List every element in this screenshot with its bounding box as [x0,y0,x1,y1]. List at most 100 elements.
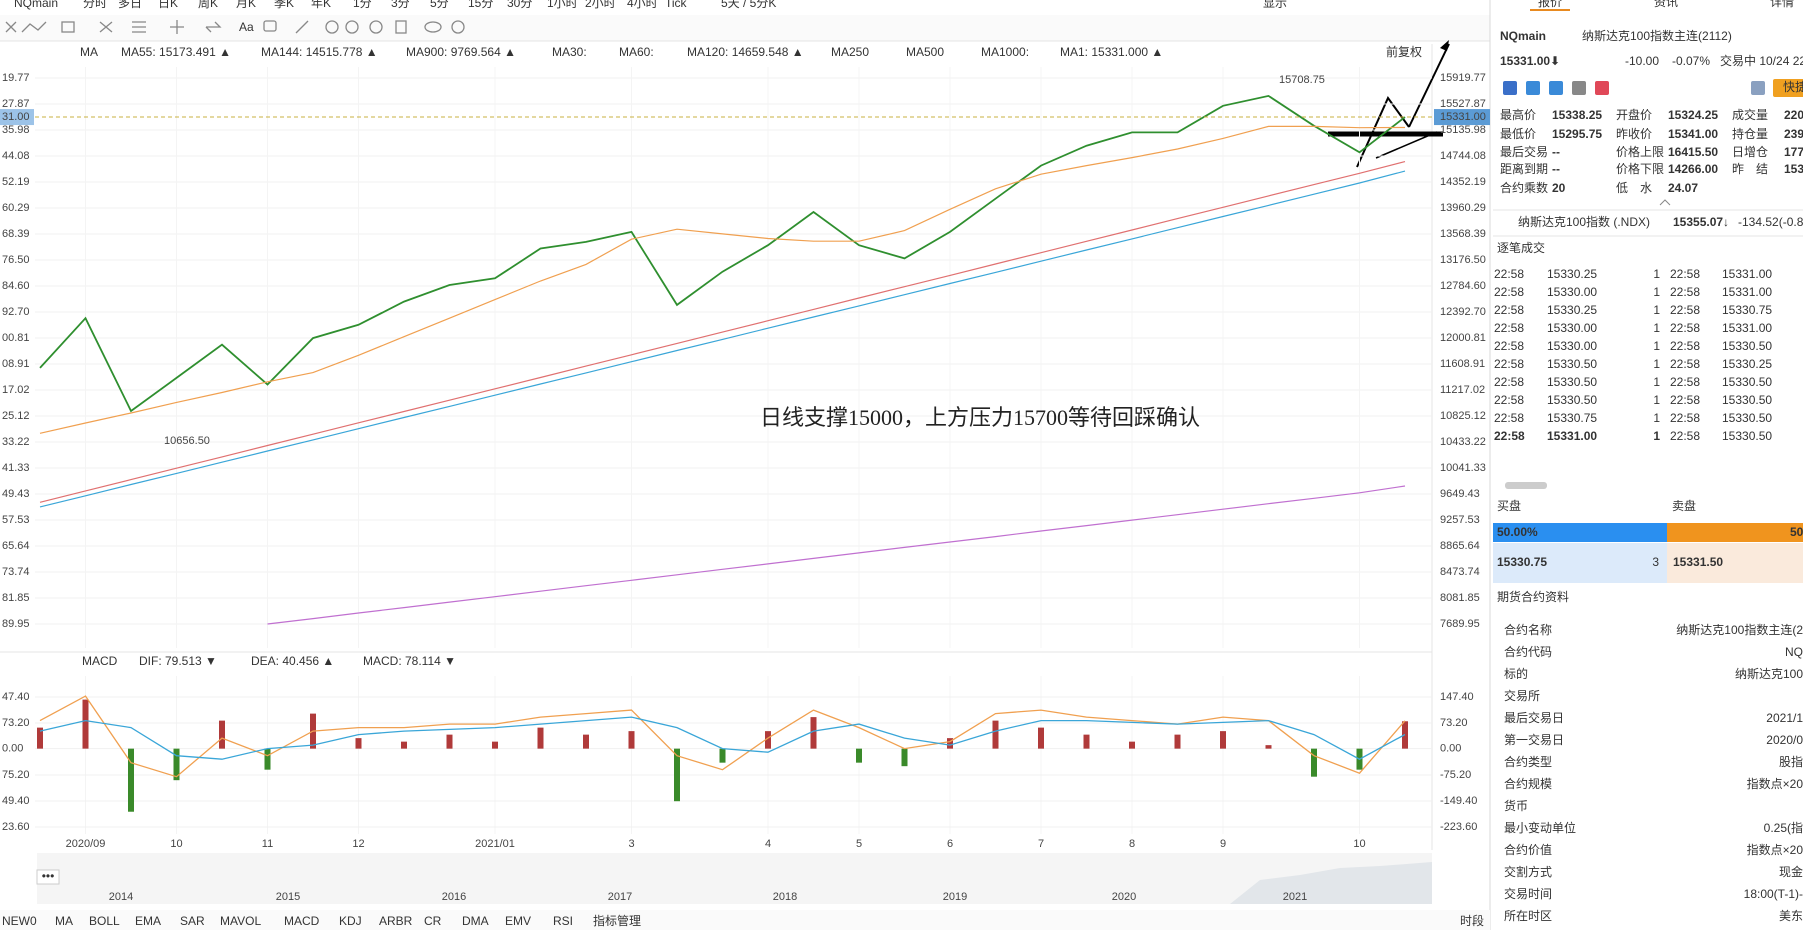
period-tab[interactable]: 多日 [118,0,142,10]
trade-price: 15330.00 [1547,339,1597,353]
navigator-year: 2016 [442,891,466,903]
tool-icon[interactable] [5,21,17,33]
y-tick-label-left: 47.40 [2,691,30,703]
period-tab[interactable]: 1分 [353,0,372,10]
navigator-year: 2015 [276,891,300,903]
quote-icon[interactable] [1549,81,1563,95]
period-tab[interactable]: 周K [198,0,218,10]
period-tab[interactable]: 月K [236,0,256,10]
indicator-tab[interactable]: MACD [284,914,320,928]
indicator-tab[interactable]: EMV [505,914,531,928]
indicator-tab[interactable]: RSI [553,914,573,928]
ma-legend[interactable]: MA500 [906,45,944,59]
y-tick-label: 7689.95 [1440,618,1480,630]
panel-tab[interactable]: 资讯 [1654,0,1678,9]
quote-icon[interactable] [1503,81,1517,95]
last-price-label: 15331.00 [1440,111,1486,123]
period-tab[interactable]: 3分 [391,0,410,10]
period-tab[interactable]: 5天 / 5分K [721,0,776,10]
ma-legend[interactable]: MA144: 14515.778 ▲ [261,45,378,59]
indicator-tab[interactable]: 指标管理 [593,913,641,928]
indicator-tab[interactable]: DMA [462,914,489,928]
tool-icon[interactable] [132,21,146,33]
ma-legend[interactable]: MA1: 15331.000 ▲ [1060,45,1163,59]
tool-icon[interactable] [369,20,383,34]
indicator-tab[interactable]: SAR [180,914,205,928]
tool-icon[interactable] [99,21,113,33]
macd-legend[interactable]: DEA: 40.456 ▲ [251,654,334,668]
period-tab[interactable]: 5分 [430,0,449,10]
quick-label[interactable]: 快捷 [1783,80,1803,94]
scrollbar[interactable] [1505,482,1547,489]
tool-icon[interactable] [424,21,442,33]
indicator-tab[interactable]: CR [424,914,442,928]
period-tab[interactable]: Tick [665,0,688,10]
ma-legend[interactable]: MA60: [619,45,654,59]
navigator[interactable] [37,853,1432,904]
macd-legend[interactable]: MACD: 78.114 ▼ [363,654,456,668]
font-tool[interactable]: Aa [239,20,254,34]
period-tab[interactable]: 15分 [468,0,493,10]
alert-icon[interactable] [1751,81,1765,95]
indicator-tab[interactable]: MA [55,914,73,928]
period-tab[interactable]: 30分 [507,0,532,10]
display-menu[interactable]: 显示 [1263,0,1287,10]
quote-icon[interactable] [1526,81,1540,95]
ma-legend[interactable]: MA250 [831,45,869,59]
ma-legend[interactable]: MA1000: [981,45,1029,59]
indicator-tab[interactable]: NEW0 [2,914,37,928]
navigator-more[interactable] [36,869,60,885]
tool-icon[interactable] [170,20,184,34]
trade-time: 22:58 [1670,339,1700,353]
indicator-name[interactable]: MACD [82,654,118,668]
trade-price: 15330.50 [1547,357,1597,371]
tool-icon[interactable] [395,20,407,34]
ma-legend[interactable]: MA900: 9769.564 ▲ [406,45,516,59]
period-tab[interactable]: 分时 [83,0,107,10]
y-tick-label-left: 60.29 [2,202,30,214]
panel-tab[interactable]: 详情 [1770,0,1794,9]
ma-legend[interactable]: MA30: [552,45,587,59]
indicator-tab[interactable]: EMA [135,914,161,928]
ma-legend[interactable]: MA55: 15173.491 ▲ [121,45,231,59]
bid-box [1493,543,1667,583]
period-tab[interactable]: 日K [158,0,178,10]
x-tick-label: 8 [1129,838,1135,850]
tool-icon[interactable] [61,21,75,33]
period-tab[interactable]: 2小时 [585,0,616,10]
collapse-icon[interactable] [1659,199,1671,206]
period-button[interactable]: 时段 [1460,913,1484,928]
navigator-year: 2019 [943,891,967,903]
index-name[interactable]: 纳斯达克100指数 (.NDX) [1518,214,1650,229]
tool-icon[interactable] [345,20,359,34]
ma-legend[interactable]: MA120: 14659.548 ▲ [687,45,804,59]
navigator-window[interactable] [1230,862,1432,904]
tool-icon[interactable] [325,20,339,34]
panel-tab[interactable]: 报价 [1538,0,1562,9]
adjust-toggle[interactable]: 前复权 [1386,44,1422,59]
tool-icon[interactable] [205,21,222,33]
contract-label: 所在时区 [1504,909,1552,923]
stat-label: 日增仓 [1732,145,1768,159]
indicator-tab[interactable]: ARBR [379,914,413,928]
contract-label: 交割方式 [1504,864,1552,879]
symbol-tab[interactable]: NQmain [14,0,58,10]
tool-icon[interactable] [21,21,47,33]
indicator-tab[interactable]: KDJ [339,914,362,928]
macd-bar [628,731,635,749]
indicator-tab[interactable]: BOLL [89,914,120,928]
tool-icon[interactable] [451,20,465,34]
y-tick-label-left: 00.81 [2,332,30,344]
quote-icon[interactable] [1595,81,1609,95]
tool-icon[interactable] [295,20,309,34]
indicator-name[interactable]: MA [80,45,98,59]
period-tab[interactable]: 年K [311,0,331,10]
quick-button[interactable] [1773,79,1803,97]
period-tab[interactable]: 季K [274,0,294,10]
indicator-tab[interactable]: MAVOL [220,914,261,928]
period-tab[interactable]: 4小时 [627,0,658,10]
macd-legend[interactable]: DIF: 79.513 ▼ [139,654,217,668]
tool-icon[interactable] [263,20,277,32]
quote-icon[interactable] [1572,81,1586,95]
period-tab[interactable]: 1小时 [547,0,578,10]
